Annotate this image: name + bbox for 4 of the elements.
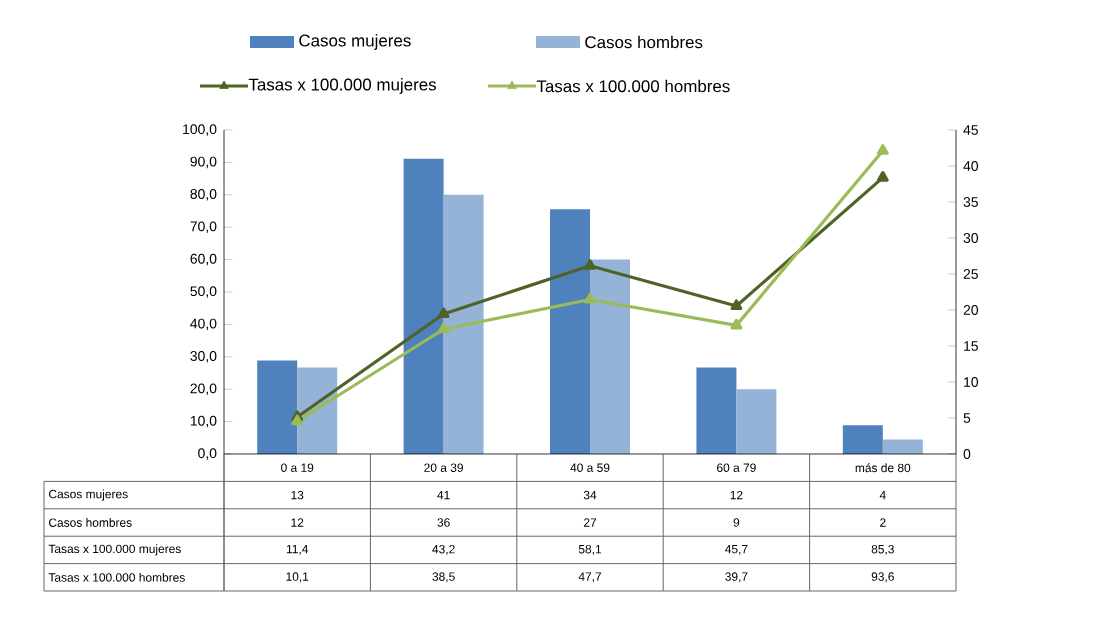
legend-label: Casos hombres — [585, 35, 703, 49]
legend-label: Tasas x 100.000 hombres — [536, 79, 730, 93]
legend-label: Tasas x 100.000 mujeres — [248, 78, 437, 94]
legend-label: Casos mujeres — [299, 34, 411, 50]
